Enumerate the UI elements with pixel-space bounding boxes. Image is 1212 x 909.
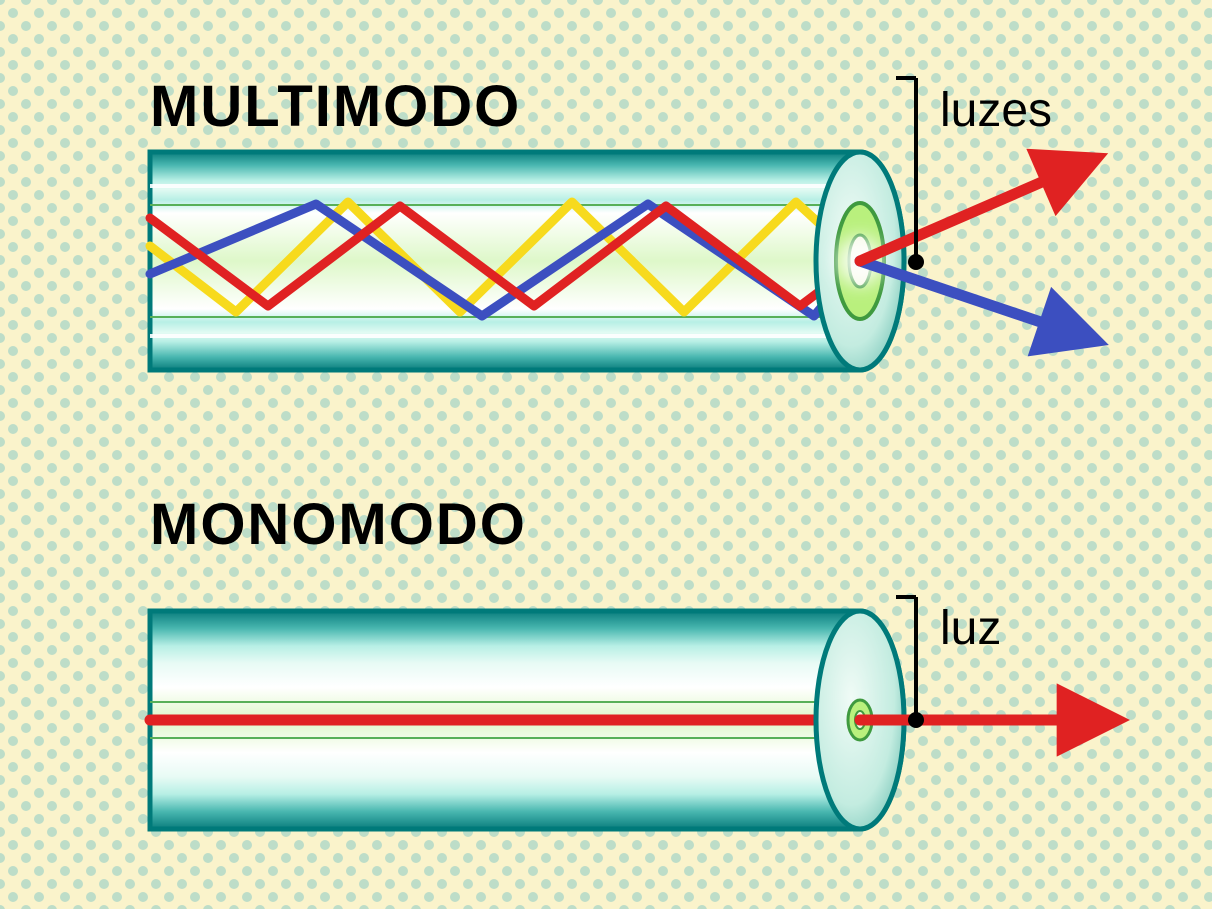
callout-luz-label: luz <box>940 602 1001 655</box>
callout-luz-dot <box>908 712 924 728</box>
title-monomodo: MONOMODO <box>150 492 527 557</box>
callout-luzes-dot <box>908 254 924 270</box>
title-multimodo: MULTIMODO <box>150 74 521 139</box>
callout-luzes-label: luzes <box>940 84 1052 137</box>
